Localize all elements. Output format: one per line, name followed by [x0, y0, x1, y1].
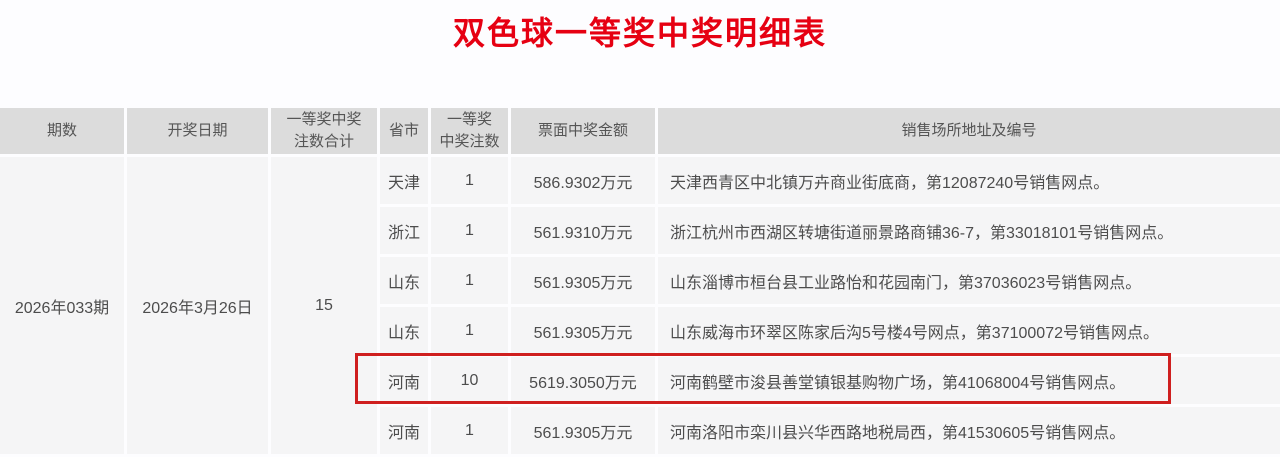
table-row: 河南 1 561.9305万元 河南洛阳市栾川县兴华西路地税局西，第415306…	[0, 407, 1280, 454]
draw-date-cell: 2026年3月26日	[127, 157, 268, 454]
province-cell: 河南	[380, 357, 428, 404]
address-cell: 天津西青区中北镇万卉商业街底商，第12087240号销售网点。	[658, 157, 1280, 204]
address-cell: 山东威海市环翠区陈家后沟5号楼4号网点，第37100072号销售网点。	[658, 307, 1280, 354]
count-cell: 1	[431, 207, 508, 254]
table-row: 山东 1 561.9305万元 山东淄博市桓台县工业路怡和花园南门，第37036…	[0, 257, 1280, 304]
province-cell: 山东	[380, 257, 428, 304]
province-cell: 山东	[380, 307, 428, 354]
province-cell: 河南	[380, 407, 428, 454]
table-row: 2026年033期 2026年3月26日 15 天津 1 586.9302万元 …	[0, 157, 1280, 454]
count-cell: 1	[431, 307, 508, 354]
province-cell: 浙江	[380, 207, 428, 254]
header-province: 省市	[380, 108, 428, 154]
first-prize-total-cell: 15	[271, 157, 377, 454]
header-first-prize-total: 一等奖中奖 注数合计	[271, 108, 377, 154]
amount-cell: 561.9305万元	[511, 407, 655, 454]
page-title: 双色球一等奖中奖明细表	[452, 15, 827, 51]
count-cell: 1	[431, 157, 508, 204]
address-cell: 山东淄博市桓台县工业路怡和花园南门，第37036023号销售网点。	[658, 257, 1280, 304]
address-cell: 河南洛阳市栾川县兴华西路地税局西，第41530605号销售网点。	[658, 407, 1280, 454]
amount-cell: 561.9310万元	[511, 207, 655, 254]
province-cell: 天津	[380, 157, 428, 204]
table-row-highlighted: 河南 10 5619.3050万元 河南鹤壁市浚县善堂镇银基购物广场，第4106…	[0, 357, 1280, 404]
amount-cell: 586.9302万元	[511, 157, 655, 204]
header-draw-date: 开奖日期	[127, 108, 268, 154]
amount-cell: 5619.3050万元	[511, 357, 655, 404]
count-cell: 1	[431, 257, 508, 304]
header-sales-location: 销售场所地址及编号	[658, 108, 1280, 154]
header-first-prize-count: 一等奖 中奖注数	[431, 108, 508, 154]
count-cell: 1	[431, 407, 508, 454]
header-ticket-amount: 票面中奖金额	[511, 108, 655, 154]
amount-cell: 561.9305万元	[511, 307, 655, 354]
period-cell: 2026年033期	[0, 157, 124, 454]
header-period: 期数	[0, 108, 124, 154]
address-cell: 河南鹤壁市浚县善堂镇银基购物广场，第41068004号销售网点。	[658, 357, 1280, 404]
count-cell: 10	[431, 357, 508, 404]
table-row: 浙江 1 561.9310万元 浙江杭州市西湖区转塘街道丽景路商铺36-7，第3…	[0, 207, 1280, 254]
header-row: 期数 开奖日期 一等奖中奖 注数合计 省市 一等奖 中奖注数 票面中奖金额 销售…	[0, 108, 1280, 154]
table-row: 山东 1 561.9305万元 山东威海市环翠区陈家后沟5号楼4号网点，第371…	[0, 307, 1280, 354]
address-cell: 浙江杭州市西湖区转塘街道丽景路商铺36-7，第33018101号销售网点。	[658, 207, 1280, 254]
amount-cell: 561.9305万元	[511, 257, 655, 304]
prize-detail-table: 期数 开奖日期 一等奖中奖 注数合计 省市 一等奖 中奖注数 票面中奖金额 销售…	[0, 105, 1280, 457]
